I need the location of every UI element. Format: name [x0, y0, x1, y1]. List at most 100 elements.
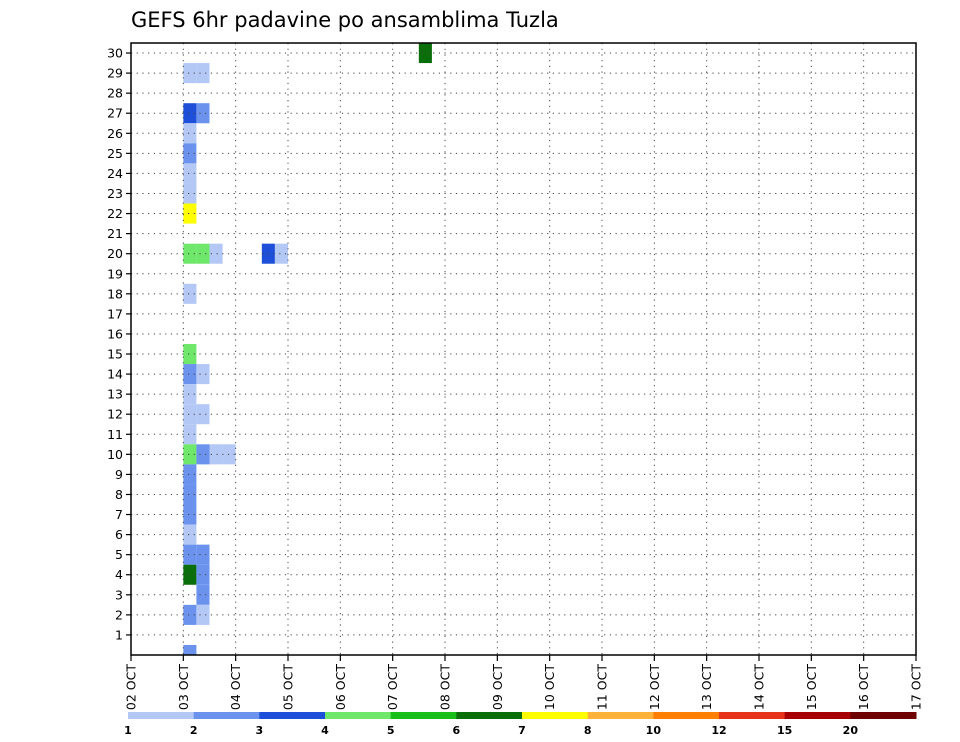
y-tick-label: 3 — [115, 587, 123, 602]
heatmap-cell — [196, 604, 210, 625]
plot-frame — [130, 42, 917, 656]
x-tick-label: 13 OCT — [699, 664, 714, 710]
legend-color-box — [128, 712, 195, 719]
y-tick-label: 25 — [107, 146, 123, 161]
heatmap-cell — [183, 464, 197, 485]
y-tick-label: 13 — [107, 387, 123, 402]
legend-color-box — [259, 712, 326, 719]
y-tick-label: 8 — [115, 487, 123, 502]
legend-color-box — [325, 712, 392, 719]
heatmap-cell — [196, 444, 210, 465]
legend-color-box — [522, 712, 589, 719]
heatmap-cell — [196, 243, 210, 264]
legend-label: 4 — [321, 724, 329, 737]
x-tick-label: 07 OCT — [385, 664, 400, 710]
heatmap-cell — [183, 384, 197, 405]
y-tick-label: 18 — [107, 286, 123, 301]
y-tick-label: 20 — [107, 246, 123, 261]
y-tick-label: 7 — [115, 507, 123, 522]
y-tick-label: 14 — [107, 367, 123, 382]
legend-color-box — [719, 712, 786, 719]
x-axis: 02 OCT 03 OCT 04 OCT 05 OCT 06 OCT 07 OCT 08 O… — [124, 655, 924, 710]
heatmap-cell — [183, 444, 197, 465]
y-tick-label: 16 — [107, 326, 123, 341]
heatmap-cell — [183, 283, 197, 304]
heatmap-cell — [183, 123, 197, 144]
heatmap-cell — [196, 364, 210, 385]
heatmap-cell — [183, 163, 197, 184]
legend-label: 6 — [453, 724, 461, 737]
heatmap-cell — [183, 404, 197, 425]
legend-color-box — [653, 712, 720, 719]
legend-color-box — [193, 712, 260, 719]
heatmap-cell — [183, 644, 197, 655]
heatmap-cell — [183, 103, 197, 124]
heatmap-cell — [196, 63, 210, 84]
legend-label: 10 — [646, 724, 662, 737]
legend-label: 12 — [711, 724, 726, 737]
y-tick-label: 28 — [107, 86, 123, 101]
y-tick-label: 30 — [107, 46, 123, 61]
grid-lines — [131, 43, 916, 655]
heatmap-cells — [183, 43, 432, 655]
y-tick-label: 9 — [115, 467, 123, 482]
legend-color-box — [390, 712, 457, 719]
heatmap-cell — [196, 103, 210, 124]
heatmap-cell — [196, 564, 210, 585]
x-tick-label: 05 OCT — [281, 664, 296, 710]
heatmap-cell — [209, 243, 223, 264]
legend-label: 7 — [518, 724, 526, 737]
x-tick-label: 03 OCT — [176, 664, 191, 710]
y-tick-label: 23 — [107, 186, 123, 201]
heatmap-cell — [418, 43, 432, 64]
x-tick-label: 09 OCT — [490, 664, 505, 710]
legend-color-box — [850, 712, 917, 719]
heatmap-cell — [183, 604, 197, 625]
y-tick-label: 24 — [107, 166, 123, 181]
legend-label: 15 — [777, 724, 792, 737]
y-tick-label: 2 — [115, 607, 123, 622]
y-tick-label: 27 — [107, 106, 123, 121]
color-legend: 1 2 3 4 5 6 7 8 10 12 15 20 — [124, 712, 917, 737]
x-tick-label: 12 OCT — [647, 664, 662, 710]
y-tick-label: 10 — [107, 447, 123, 462]
x-tick-label: 02 OCT — [124, 664, 139, 710]
legend-color-box — [784, 712, 851, 719]
y-tick-label: 17 — [107, 306, 123, 321]
x-tick-label: 11 OCT — [595, 664, 610, 710]
y-tick-label: 15 — [107, 347, 123, 362]
y-tick-label: 19 — [107, 266, 123, 281]
heatmap-cell — [183, 63, 197, 84]
y-tick-label: 4 — [115, 567, 123, 582]
heatmap-cell — [183, 343, 197, 365]
y-tick-label: 22 — [107, 206, 123, 221]
legend-label: 2 — [190, 724, 198, 737]
heatmap-cell — [209, 444, 223, 465]
heatmap-cell — [274, 243, 288, 264]
x-tick-label: 08 OCT — [438, 664, 453, 710]
heatmap-cell — [183, 424, 197, 445]
heatmap-cell — [183, 484, 197, 505]
legend-color-box — [587, 712, 654, 719]
y-tick-label: 5 — [115, 547, 123, 562]
heatmap-cell — [183, 203, 197, 224]
heatmap-cell — [183, 504, 197, 525]
y-tick-label: 6 — [115, 527, 123, 542]
legend-label: 5 — [387, 724, 395, 737]
legend-label: 3 — [256, 724, 264, 737]
chart-title: GEFS 6hr padavine po ansamblima Tuzla — [131, 8, 559, 32]
heatmap-cell — [222, 444, 236, 465]
y-tick-label: 12 — [107, 407, 123, 422]
legend-label: 8 — [584, 724, 592, 737]
x-tick-label: 14 OCT — [752, 664, 767, 710]
heatmap-cell — [183, 364, 197, 385]
heatmap-cell — [183, 524, 197, 545]
heatmap-cell — [183, 243, 197, 264]
y-tick-label: 29 — [107, 66, 123, 81]
heatmap-cell — [183, 183, 197, 204]
heatmap-cell — [183, 544, 197, 565]
heatmap-cell — [183, 564, 197, 585]
x-tick-label: 16 OCT — [856, 664, 871, 710]
x-tick-label: 10 OCT — [542, 664, 557, 710]
